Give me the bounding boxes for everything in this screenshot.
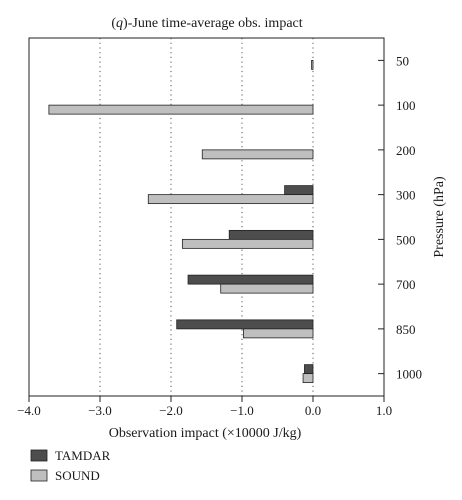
y-tick-label: 300 <box>396 188 416 203</box>
chart-title-rest: -June time-average obs. impact <box>128 16 303 31</box>
bar-sound <box>48 104 314 115</box>
bar-tamdar <box>187 274 314 285</box>
y-tick-label: 50 <box>396 53 409 68</box>
y-tick-label: 1000 <box>396 367 422 382</box>
y-tick-label: 500 <box>396 232 416 247</box>
grid-lines <box>99 38 314 396</box>
bar-sound <box>311 59 314 70</box>
x-axis-label: Observation impact (×10000 J/kg) <box>109 426 302 441</box>
y-tick-label: 700 <box>396 277 416 292</box>
bar-tamdar <box>176 319 314 330</box>
y-axis-ticks: 50 100 200 300 500 700 850 1000 <box>378 53 422 382</box>
y-axis-label: Pressure (hPa) <box>432 176 447 258</box>
x-tick-label: −3.0 <box>88 403 112 418</box>
bar-sound <box>181 238 314 249</box>
legend: TAMDAR SOUND <box>30 448 111 483</box>
bar-tamdar <box>284 185 314 196</box>
plot-frame <box>28 37 385 397</box>
bar-sound <box>243 328 314 339</box>
bar-tamdar <box>304 364 314 375</box>
x-tick-label: 0.0 <box>305 403 321 418</box>
y-tick-label: 200 <box>396 143 416 158</box>
legend-label: TAMDAR <box>55 448 111 463</box>
bar-sound <box>302 373 314 384</box>
x-axis-ticks: −4.0 −3.0 −2.0 −1.0 0.0 1.0 <box>17 396 392 418</box>
legend-label: SOUND <box>55 468 100 483</box>
bar-sound <box>220 283 314 294</box>
legend-swatch <box>30 469 48 482</box>
bar-sound <box>147 194 314 205</box>
chart-title: (q)-June time-average obs. impact <box>111 16 302 31</box>
x-tick-label: 1.0 <box>376 403 392 418</box>
bars <box>48 59 314 384</box>
legend-swatch <box>30 449 48 462</box>
bar-tamdar <box>228 229 314 240</box>
bar-sound <box>201 149 314 160</box>
x-tick-label: −4.0 <box>17 403 41 418</box>
chart-title-prefix: q <box>116 16 123 31</box>
y-tick-label: 850 <box>396 322 416 337</box>
x-tick-label: −2.0 <box>159 403 183 418</box>
y-tick-label: 100 <box>396 98 416 113</box>
x-tick-label: −1.0 <box>230 403 254 418</box>
